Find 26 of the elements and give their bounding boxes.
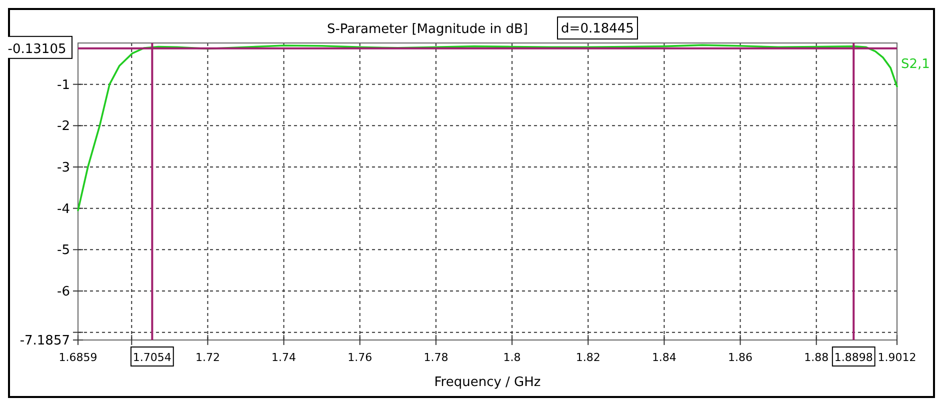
y-tick-label: -6 (57, 284, 70, 300)
x-tick-label: 1.76 (348, 351, 372, 364)
ref-line-label: 1.8898 (834, 351, 873, 364)
series-label: S2,1 (901, 57, 930, 72)
x-tick-label: 1.8 (503, 351, 521, 364)
x-tick-label: 1.82 (576, 351, 600, 364)
chart-title: S-Parameter [Magnitude in dB] (326, 22, 528, 37)
y-tick-label: -7.1857 (20, 334, 70, 349)
y-tick-label: -5 (57, 243, 70, 258)
line-series (77, 44, 898, 212)
ref-line-label: -0.13105 (8, 42, 66, 57)
ref-line-label: 1.7054 (132, 351, 172, 364)
text: d=0.18445 (561, 22, 634, 37)
y-tick-label: -2 (57, 119, 70, 134)
x-tick-label: 1.74 (272, 351, 296, 364)
y-tick-label: -1 (57, 78, 70, 93)
y-tick-label: -3 (57, 160, 70, 176)
x-tick-label: 1.6859 (58, 351, 98, 364)
x-tick-label: 1.72 (195, 351, 220, 364)
x-tick-label: 1.86 (728, 351, 753, 364)
x-tick-label: 1.88 (804, 351, 829, 364)
y-tick-label: -4 (57, 202, 70, 217)
x-tick-label: 1.78 (424, 351, 448, 364)
x-tick-label: 1.9012 (878, 351, 916, 364)
x-tick-label: 1.84 (652, 351, 676, 364)
x-axis-title: Frequency / GHz (434, 375, 541, 390)
